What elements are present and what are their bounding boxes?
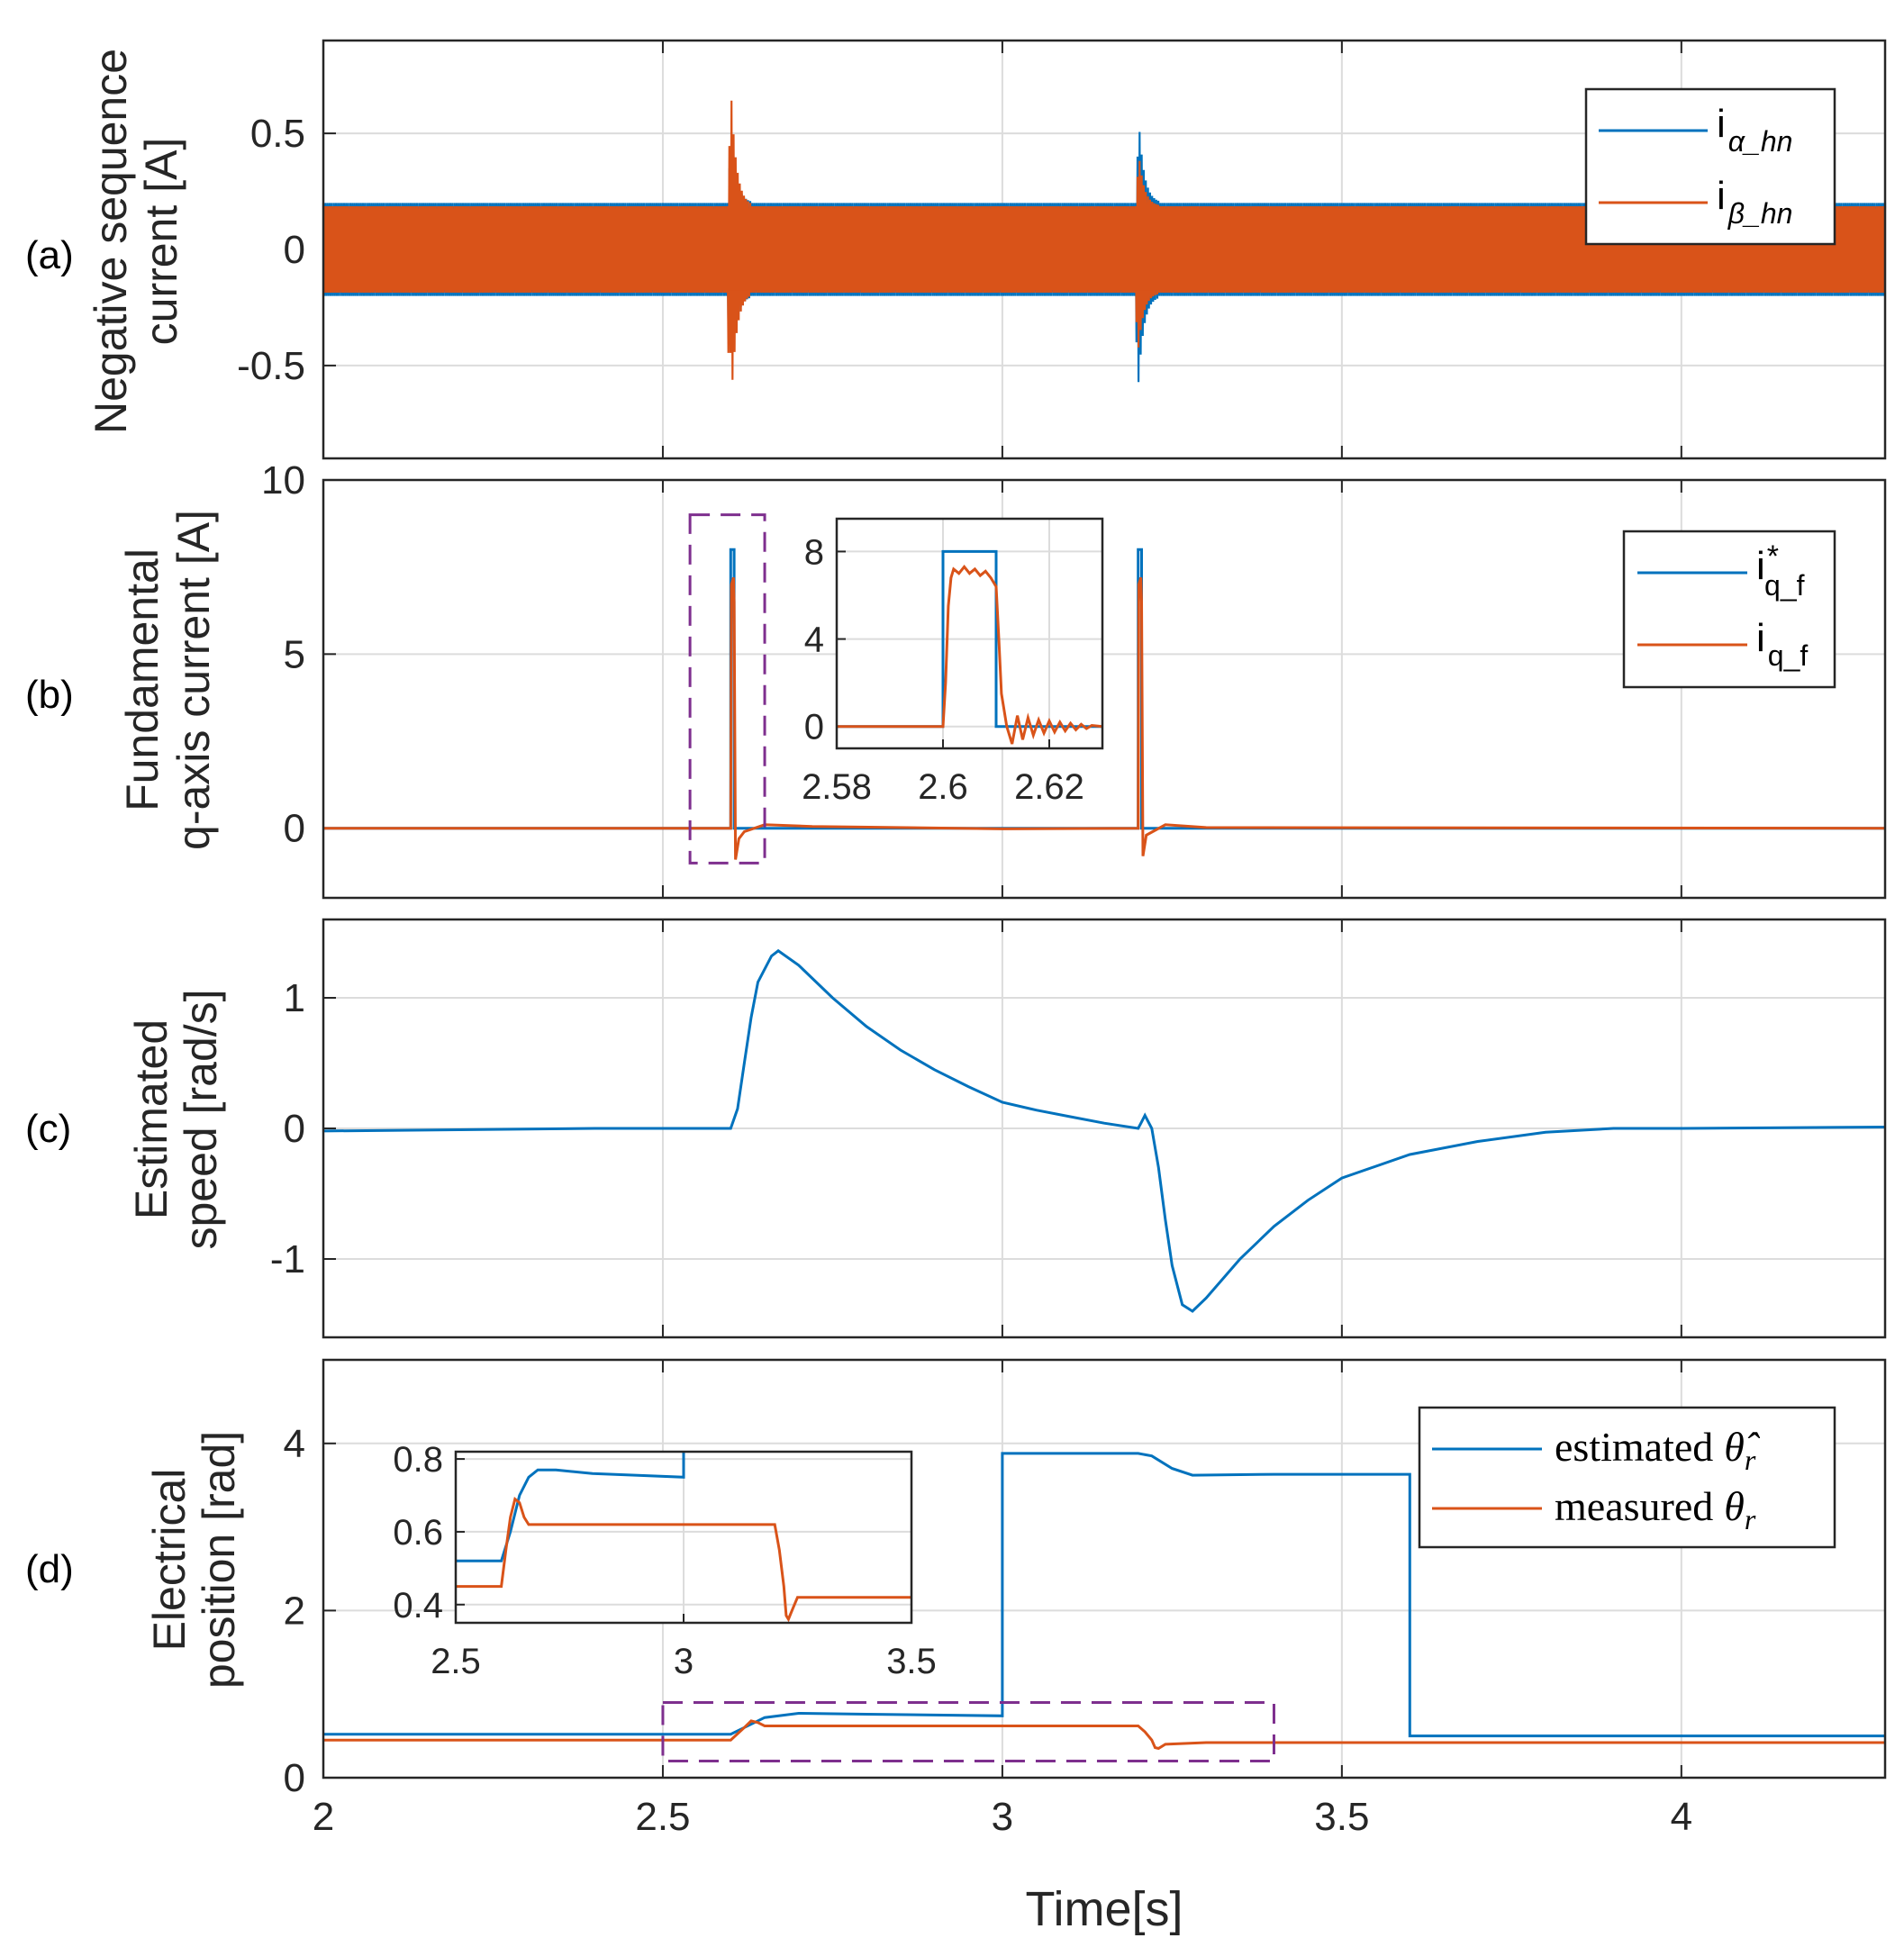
legend-a: iα_hn iβ_hn	[1584, 87, 1836, 246]
inset-b-series	[837, 549, 1103, 745]
ylabel-b-line1: Fundamental	[117, 548, 168, 811]
series-line-b-1	[323, 576, 1886, 860]
inset-x-tick-label: 2.62	[1014, 767, 1084, 807]
inset-x-tick-label: 3.5	[886, 1642, 937, 1681]
inset-b-ticks: 2.58 2.6 2.62 8 4 0	[802, 532, 1084, 807]
y-tick-label: 2	[284, 1589, 305, 1633]
panel-label-a: (a)	[25, 233, 74, 277]
x-tick-label: 2	[313, 1795, 334, 1839]
inset-y-tick-label: 0.8	[393, 1440, 443, 1480]
series-d	[323, 1452, 1885, 1751]
zoom-box-b	[688, 513, 766, 865]
ylabel-d-line1: Electrical	[144, 1469, 195, 1652]
ylabel-c-line2: speed [rad/s]	[176, 989, 226, 1249]
inset-x-tick-label: 2.58	[802, 767, 872, 807]
x-tick-label: 4	[1671, 1795, 1692, 1839]
legend-label-measured: measured θr	[1555, 1483, 1756, 1535]
legend-box-d	[1418, 1406, 1836, 1549]
panel-c: (c) Estimated speed [rad/s] 1 0 -1	[25, 918, 1887, 1339]
yticks-d: 4 2 0	[284, 1422, 305, 1800]
legend-d: estimated θ̂r measured θr	[1418, 1406, 1836, 1549]
legend-box-a	[1584, 87, 1836, 246]
ylabel-d-line2: position [rad]	[194, 1431, 244, 1689]
y-tick-label: -1	[270, 1237, 305, 1281]
inset-b-background	[837, 519, 1102, 748]
inset-y-tick-label: 4	[804, 620, 824, 660]
axes-box-b	[322, 478, 1887, 900]
y-tick-label: 0.5	[250, 112, 305, 156]
ylabel-a-line2: current [A]	[136, 138, 186, 346]
x-tick-label: 3.5	[1314, 1795, 1369, 1839]
legend-label-iq: iq_f	[1756, 616, 1808, 672]
inset-d-series	[456, 1452, 911, 1623]
inset-y-tick-label: 0.6	[393, 1513, 443, 1553]
panel-label-c: (c)	[25, 1107, 71, 1151]
y-tick-label: 0	[284, 228, 305, 272]
y-tick-label: 1	[284, 976, 305, 1020]
inset-series-line-d-1	[456, 1496, 911, 1623]
inset-d-ticks: 2.5 3 3.5 0.8 0.6 0.4	[393, 1440, 936, 1681]
y-tick-label: 0	[284, 1756, 305, 1800]
inset-b-box	[835, 517, 1104, 750]
panel-label-b: (b)	[25, 673, 74, 717]
axes-box-d	[322, 1358, 1887, 1780]
y-tick-label: 10	[261, 458, 305, 503]
ylabel-b-line2: q-axis current [A]	[168, 510, 219, 850]
y-tick-label: -0.5	[237, 344, 305, 388]
y-tick-label: 4	[284, 1422, 305, 1466]
inset-y-tick-label: 0.4	[393, 1586, 443, 1626]
series-c	[322, 948, 1886, 1313]
panel-a: (a) Negative sequence current [A] 0.5 0 -0…	[25, 39, 1887, 460]
yticks-a: 0.5 0 -0.5	[237, 112, 305, 388]
axes-box-a	[322, 39, 1887, 460]
ylabel-c-line1: Estimated	[126, 1019, 177, 1219]
yticks-c: 1 0 -1	[270, 976, 305, 1281]
series-line-c-0	[322, 948, 1886, 1313]
inset-y-tick-label: 0	[804, 708, 824, 747]
series-b	[323, 548, 1886, 860]
y-tick-label: 5	[284, 632, 305, 676]
legend-label-alpha: iα_hn	[1717, 102, 1792, 158]
inset-x-tick-label: 2.6	[918, 767, 968, 807]
xticks-d: 2 2.5 3 3.5 4	[313, 1795, 1692, 1839]
inset-d: 2.5 3 3.5 0.8 0.6 0.4	[393, 1440, 936, 1681]
yticks-b: 10 5 0	[261, 458, 305, 851]
panel-b: (b) Fundamental q-axis current [A] 1050 …	[25, 458, 1887, 900]
x-tick-label: 3	[992, 1795, 1013, 1839]
x-axis-label: Time[s]	[1026, 1882, 1183, 1936]
y-tick-label: 0	[284, 807, 305, 851]
inset-x-tick-label: 2.5	[431, 1642, 481, 1681]
inset-x-tick-label: 3	[674, 1642, 694, 1681]
legend-label-estimated: estimated θ̂r	[1555, 1424, 1761, 1476]
ylabel-a-line1: Negative sequence	[86, 49, 136, 434]
series-line-d-1	[323, 1719, 1885, 1751]
inset-y-tick-label: 8	[804, 532, 824, 572]
axes-box-c	[322, 918, 1887, 1339]
panel-label-d: (d)	[25, 1547, 74, 1591]
y-tick-label: 0	[284, 1107, 305, 1151]
inset-series-line-b-1	[837, 565, 1103, 745]
inset-d-box	[454, 1450, 913, 1625]
legend-label-beta: iβ_hn	[1717, 174, 1792, 230]
x-tick-label: 2.5	[635, 1795, 690, 1839]
legend-b: i* q_f iq_f	[1622, 530, 1836, 689]
inset-b: 2.58 2.6 2.62 8 4 0	[802, 517, 1104, 807]
legend-box-b	[1622, 530, 1836, 689]
legend-label-iq-ref: i* q_f	[1756, 539, 1805, 602]
panel-d: (d) Electrical position [rad] 420 2 2.5 3 3…	[25, 1358, 1887, 1839]
